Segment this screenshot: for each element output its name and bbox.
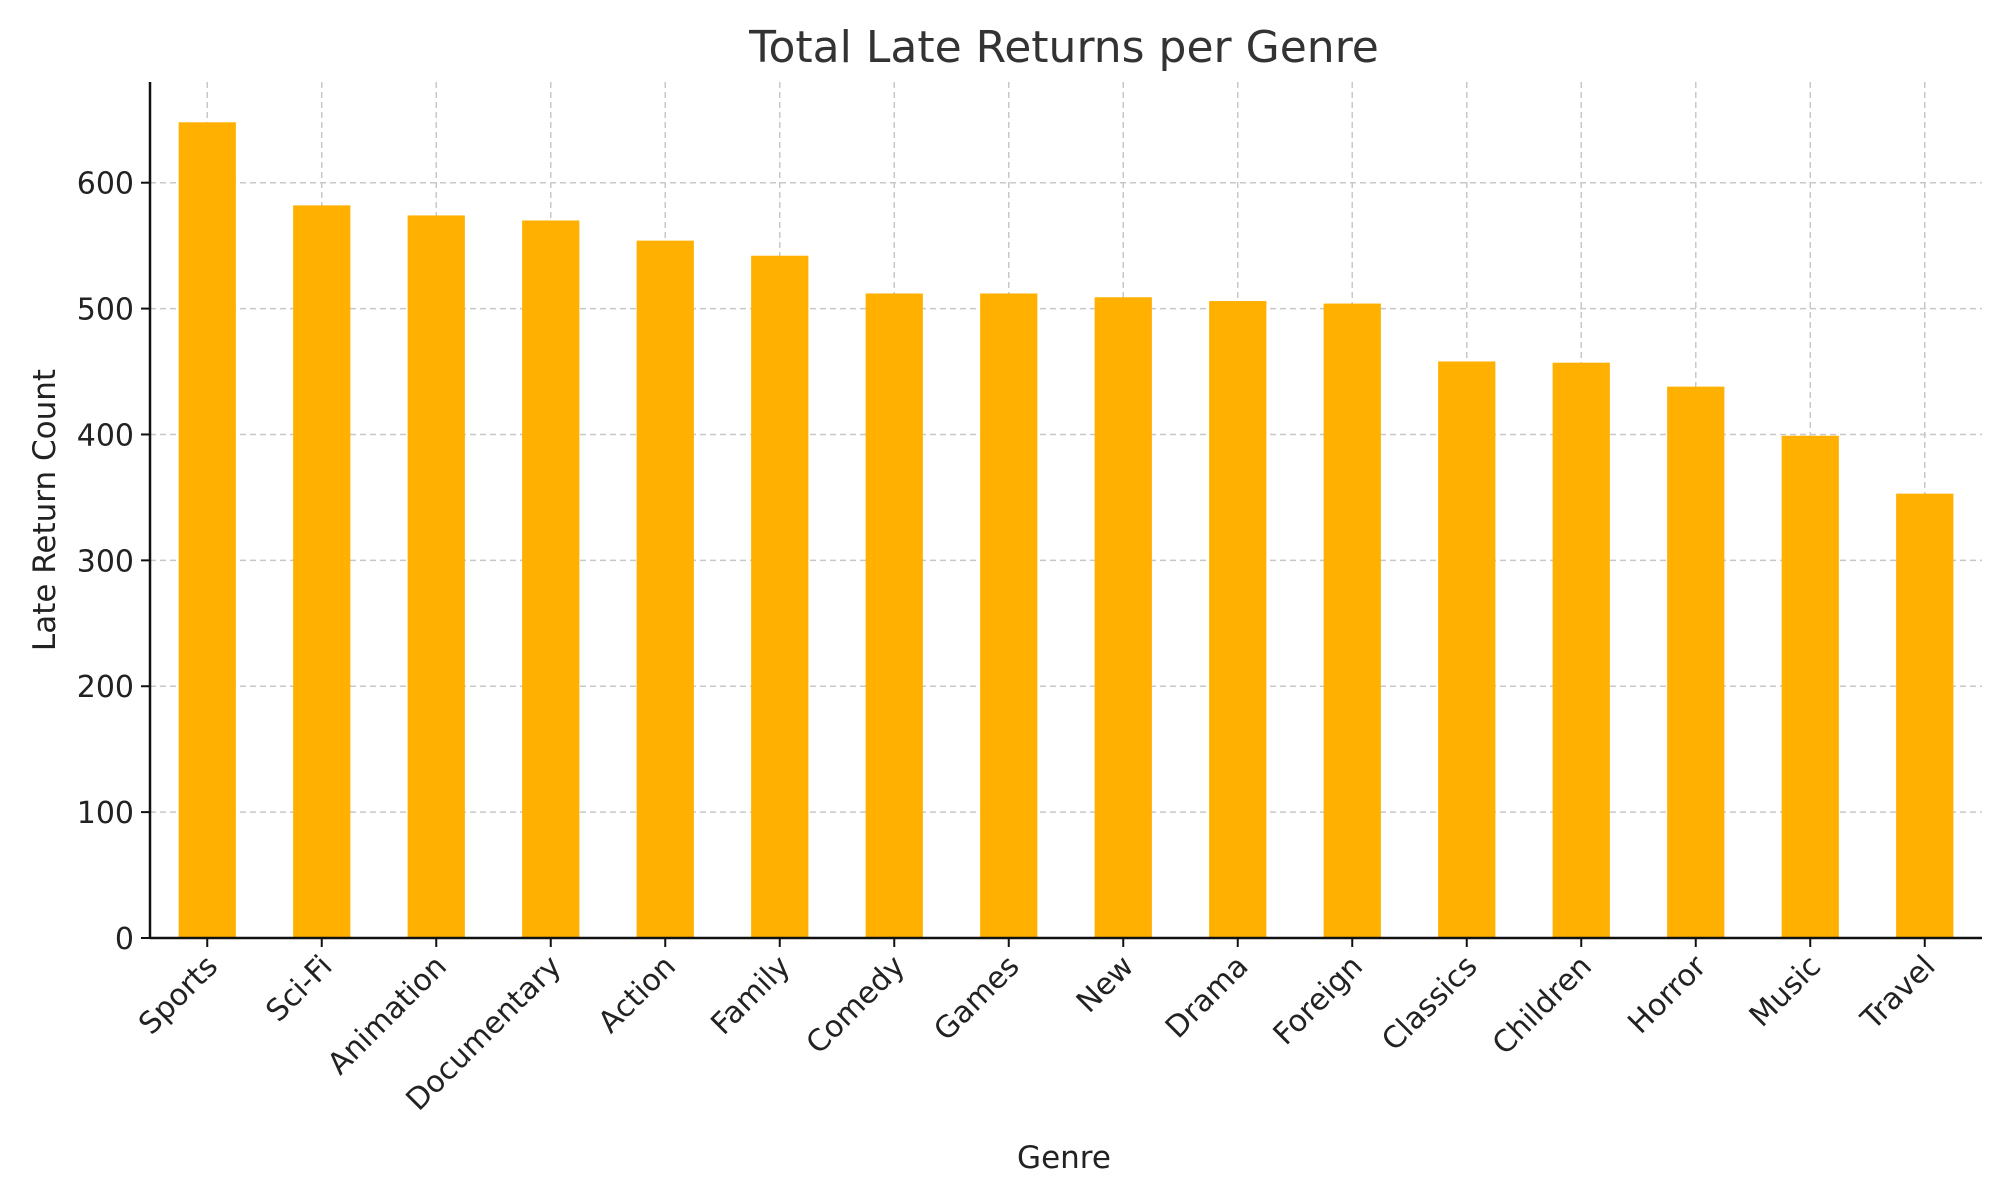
bar-children [1552,362,1610,938]
y-tick-label: 500 [77,293,134,328]
bar-drama [1209,301,1267,939]
y-tick-label: 0 [115,922,134,957]
bar-family [751,255,809,938]
y-tick-label: 300 [77,544,134,579]
y-tick-label: 400 [77,418,134,453]
x-tick-label: Comedy [800,949,912,1061]
x-tick-label: Drama [1159,949,1255,1045]
y-axis-label: Late Return Count [27,369,63,651]
bars [178,122,1954,939]
x-tick-label: Children [1486,949,1599,1062]
bar-sports [178,122,236,939]
bar-foreign [1323,303,1381,938]
x-axis-label: Genre [1017,1140,1111,1176]
x-tick-label: New [1070,949,1141,1020]
x-tick-label: Horror [1621,948,1713,1040]
x-tick-label: Classics [1375,949,1484,1058]
bar-comedy [865,293,923,938]
axes [148,82,1982,940]
x-tick-label: Sci-Fi [259,949,339,1029]
x-tick-label: Travel [1854,949,1943,1038]
bar-documentary [522,220,580,938]
y-tick-label: 100 [77,796,134,831]
bar-travel [1896,493,1954,938]
bar-games [980,293,1038,938]
bar-horror [1667,386,1725,939]
bar-new [1094,297,1152,939]
x-tick-label: Foreign [1267,949,1370,1052]
x-tick-label: Action [592,949,683,1040]
x-tick-label: Family [704,949,797,1042]
bar-music [1781,435,1839,938]
bar-animation [407,215,465,938]
y-tick-label: 200 [77,670,134,705]
x-tick-label: Music [1743,949,1828,1034]
chart-title: Total Late Returns per Genre [748,22,1379,73]
x-tick-label: Games [927,949,1026,1048]
y-tick-label: 600 [77,167,134,202]
bar-action [636,240,694,939]
bar-classics [1438,361,1496,938]
x-tick-label: Sports [132,949,225,1042]
bar-sci-fi [293,205,351,939]
y-ticks: 0 100 200 300 400 500 600 [77,167,150,957]
